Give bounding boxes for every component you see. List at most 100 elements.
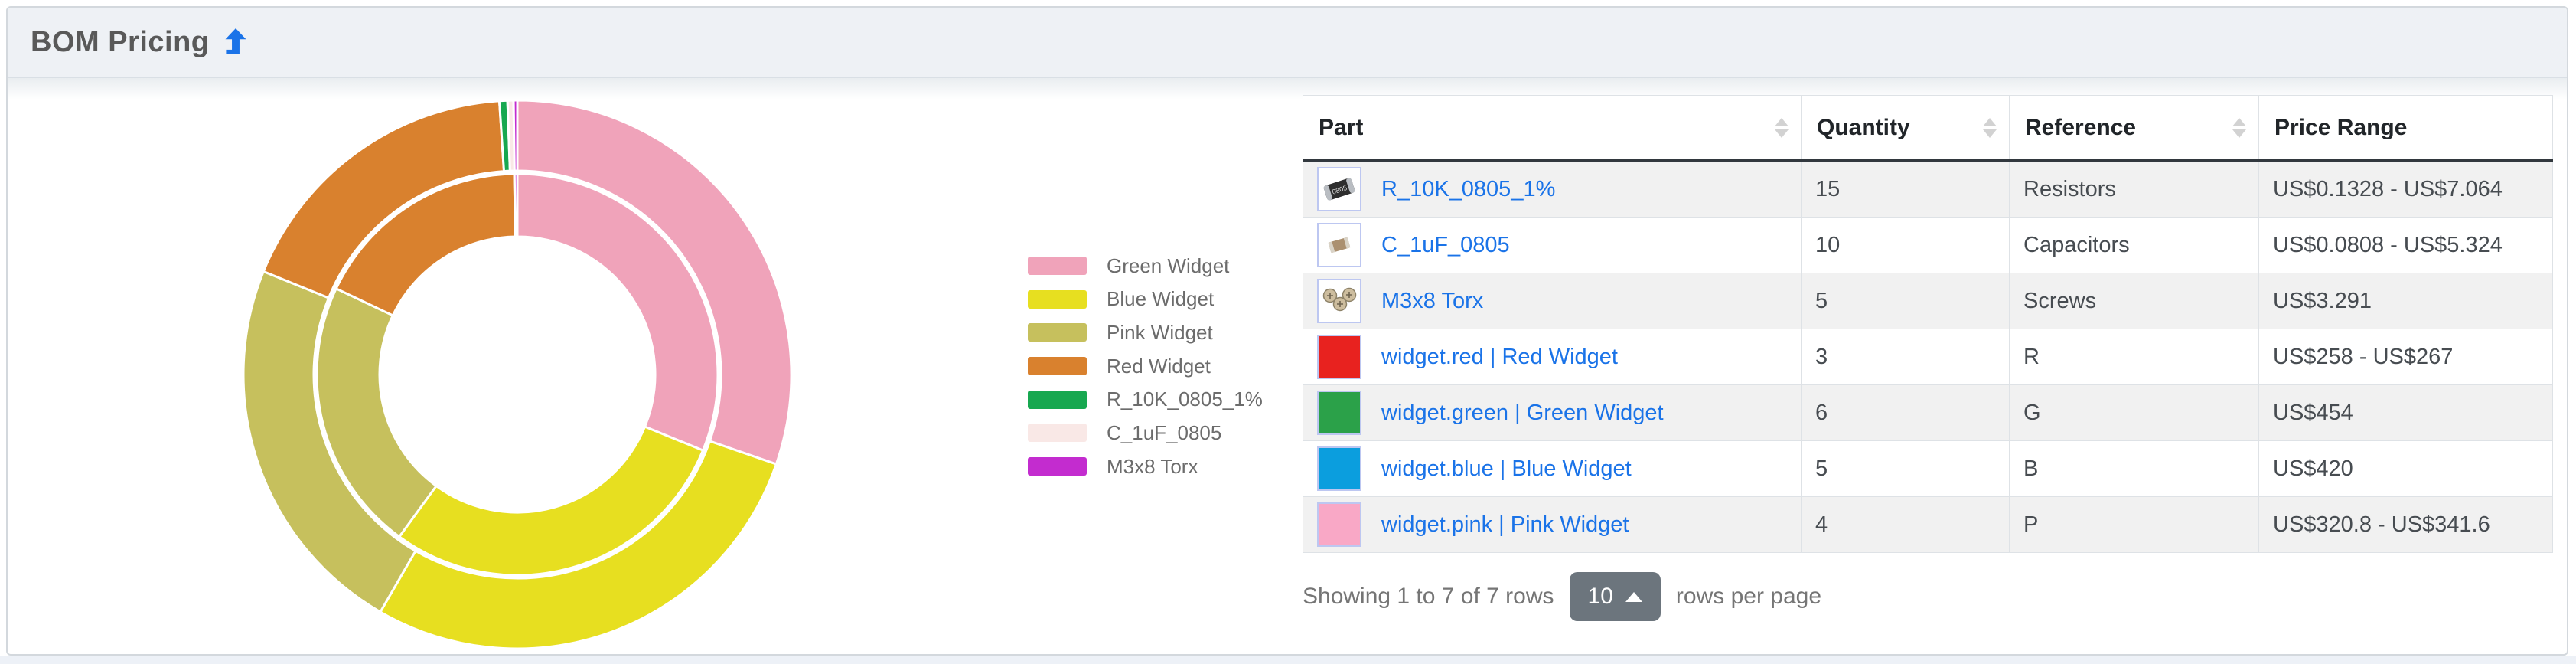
- price-range-cell: US$420: [2258, 440, 2553, 497]
- parts-table-wrap: Part Quantity Reference Price Range 0805 R_1…: [1303, 95, 2553, 553]
- donut-chart: [242, 99, 793, 650]
- page-bottom-strip: [0, 656, 2576, 664]
- quantity-cell: 15: [1801, 160, 2010, 218]
- table-footer: Showing 1 to 7 of 7 rows 10 rows per pag…: [1303, 572, 1821, 621]
- legend-swatch: [1028, 390, 1087, 409]
- legend-label: R_10K_0805_1%: [1107, 388, 1263, 411]
- reference-cell: Resistors: [2009, 160, 2259, 218]
- column-header-label: Quantity: [1817, 114, 1910, 140]
- chart-segment-m3x8-torx[interactable]: [513, 172, 519, 238]
- rows-per-page-label: rows per page: [1675, 584, 1822, 609]
- color-swatch-thumbnail: [1319, 392, 1360, 433]
- column-header-price-range: Price Range: [2258, 95, 2553, 162]
- level-up-arrow-icon[interactable]: [223, 28, 248, 56]
- part-link[interactable]: widget.red | Red Widget: [1381, 344, 1618, 369]
- price-range-cell: US$454: [2258, 384, 2553, 441]
- caret-up-icon: [1625, 591, 1642, 602]
- legend-label: Red Widget: [1107, 354, 1211, 378]
- page-size-value: 10: [1587, 584, 1613, 609]
- quantity-cell: 5: [1801, 440, 2010, 497]
- price-range-cell: US$320.8 - US$341.6: [2258, 496, 2553, 553]
- column-header-label: Price Range: [2274, 114, 2408, 140]
- part-link[interactable]: M3x8 Torx: [1381, 288, 1484, 313]
- color-swatch-thumbnail: [1319, 504, 1360, 545]
- legend-item[interactable]: Green Widget: [1028, 253, 1263, 277]
- legend-label: Blue Widget: [1107, 287, 1215, 311]
- legend-item[interactable]: Blue Widget: [1028, 287, 1263, 311]
- table-header: Part Quantity Reference Price Range: [1303, 95, 2553, 162]
- legend-item[interactable]: Pink Widget: [1028, 320, 1263, 344]
- bom-pricing-panel: BOM Pricing Green Widget Blue Widget Pink …: [6, 6, 2568, 656]
- table-row: widget.green | Green Widget 6 G US$454: [1303, 384, 2553, 441]
- legend-item[interactable]: M3x8 Torx: [1028, 454, 1263, 478]
- legend-item[interactable]: Red Widget: [1028, 354, 1263, 378]
- chart-segment-m3x8-torx[interactable]: [512, 99, 519, 172]
- page-title: BOM Pricing: [31, 25, 210, 58]
- reference-cell: Screws: [2009, 273, 2259, 329]
- column-header-label: Reference: [2025, 114, 2137, 140]
- legend-item[interactable]: R_10K_0805_1%: [1028, 388, 1263, 411]
- legend-label: Green Widget: [1107, 253, 1230, 277]
- part-cell: widget.pink | Pink Widget: [1317, 502, 1787, 547]
- table-row: C_1uF_0805 10 Capacitors US$0.0808 - US$5.3…: [1303, 217, 2553, 273]
- price-range-cell: US$3.291: [2258, 273, 2553, 329]
- part-cell: widget.green | Green Widget: [1317, 391, 1787, 435]
- table-row: widget.red | Red Widget 3 R US$258 - US$267: [1303, 329, 2553, 385]
- resistor-photo-thumbnail: 0805: [1323, 178, 1355, 201]
- column-header-part[interactable]: Part: [1303, 95, 1802, 162]
- legend-swatch: [1028, 457, 1087, 476]
- price-range-cell: US$0.0808 - US$5.324: [2258, 217, 2553, 273]
- part-cell: M3x8 Torx: [1317, 279, 1787, 323]
- column-header-quantity[interactable]: Quantity: [1801, 95, 2010, 162]
- panel-header: BOM Pricing: [8, 8, 2567, 78]
- part-thumbnail: 0805: [1317, 167, 1361, 211]
- part-cell: widget.blue | Blue Widget: [1317, 446, 1787, 491]
- legend-swatch: [1028, 289, 1087, 309]
- price-range-cell: US$258 - US$267: [2258, 329, 2553, 385]
- sort-icon[interactable]: [1775, 117, 1789, 138]
- chart-segment-green-widget[interactable]: [516, 99, 793, 466]
- capacitor-photo-thumbnail: [1328, 237, 1351, 253]
- color-swatch-thumbnail: [1319, 336, 1360, 378]
- table-row: widget.pink | Pink Widget 4 P US$320.8 - US…: [1303, 496, 2553, 553]
- part-cell: C_1uF_0805: [1317, 223, 1787, 267]
- part-cell: 0805 R_10K_0805_1%: [1317, 167, 1787, 211]
- quantity-cell: 5: [1801, 273, 2010, 329]
- part-link[interactable]: C_1uF_0805: [1381, 232, 1510, 257]
- reference-cell: P: [2009, 496, 2259, 553]
- part-link[interactable]: R_10K_0805_1%: [1381, 176, 1556, 201]
- part-link[interactable]: widget.pink | Pink Widget: [1381, 512, 1629, 537]
- part-thumbnail: [1317, 391, 1361, 435]
- chart-segment-green-widget[interactable]: [516, 172, 719, 453]
- part-link[interactable]: widget.green | Green Widget: [1381, 400, 1664, 425]
- legend-item[interactable]: C_1uF_0805: [1028, 421, 1263, 444]
- quantity-cell: 6: [1801, 384, 2010, 441]
- chart-legend: Green Widget Blue Widget Pink Widget Red Wi…: [1028, 253, 1263, 478]
- color-swatch-thumbnail: [1319, 448, 1360, 489]
- column-header-reference[interactable]: Reference: [2009, 95, 2259, 162]
- legend-swatch: [1028, 424, 1087, 443]
- sort-icon[interactable]: [1983, 117, 1997, 138]
- quantity-cell: 3: [1801, 329, 2010, 385]
- chart-segment-blue-widget[interactable]: [397, 425, 705, 577]
- parts-table: Part Quantity Reference Price Range 0805 R_1…: [1303, 95, 2553, 553]
- page-size-button[interactable]: 10: [1569, 572, 1661, 621]
- part-thumbnail: [1317, 279, 1361, 323]
- part-thumbnail: [1317, 446, 1361, 491]
- part-thumbnail: [1317, 223, 1361, 267]
- quantity-cell: 10: [1801, 217, 2010, 273]
- chart-segment-blue-widget[interactable]: [378, 440, 778, 650]
- reference-cell: B: [2009, 440, 2259, 497]
- table-row: 0805 R_10K_0805_1% 15 Resistors US$0.1328 - …: [1303, 160, 2553, 218]
- reference-cell: G: [2009, 384, 2259, 441]
- panel-body: Green Widget Blue Widget Pink Widget Red Wi…: [8, 78, 2567, 654]
- legend-label: Pink Widget: [1107, 320, 1213, 344]
- sort-icon[interactable]: [2232, 117, 2246, 138]
- part-link[interactable]: widget.blue | Blue Widget: [1381, 456, 1632, 481]
- legend-label: M3x8 Torx: [1107, 454, 1198, 478]
- screws-photo-thumbnail: [1322, 287, 1357, 312]
- column-header-label: Part: [1319, 114, 1364, 140]
- part-thumbnail: [1317, 335, 1361, 379]
- table-row: widget.blue | Blue Widget 5 B US$420: [1303, 440, 2553, 497]
- legend-swatch: [1028, 257, 1087, 275]
